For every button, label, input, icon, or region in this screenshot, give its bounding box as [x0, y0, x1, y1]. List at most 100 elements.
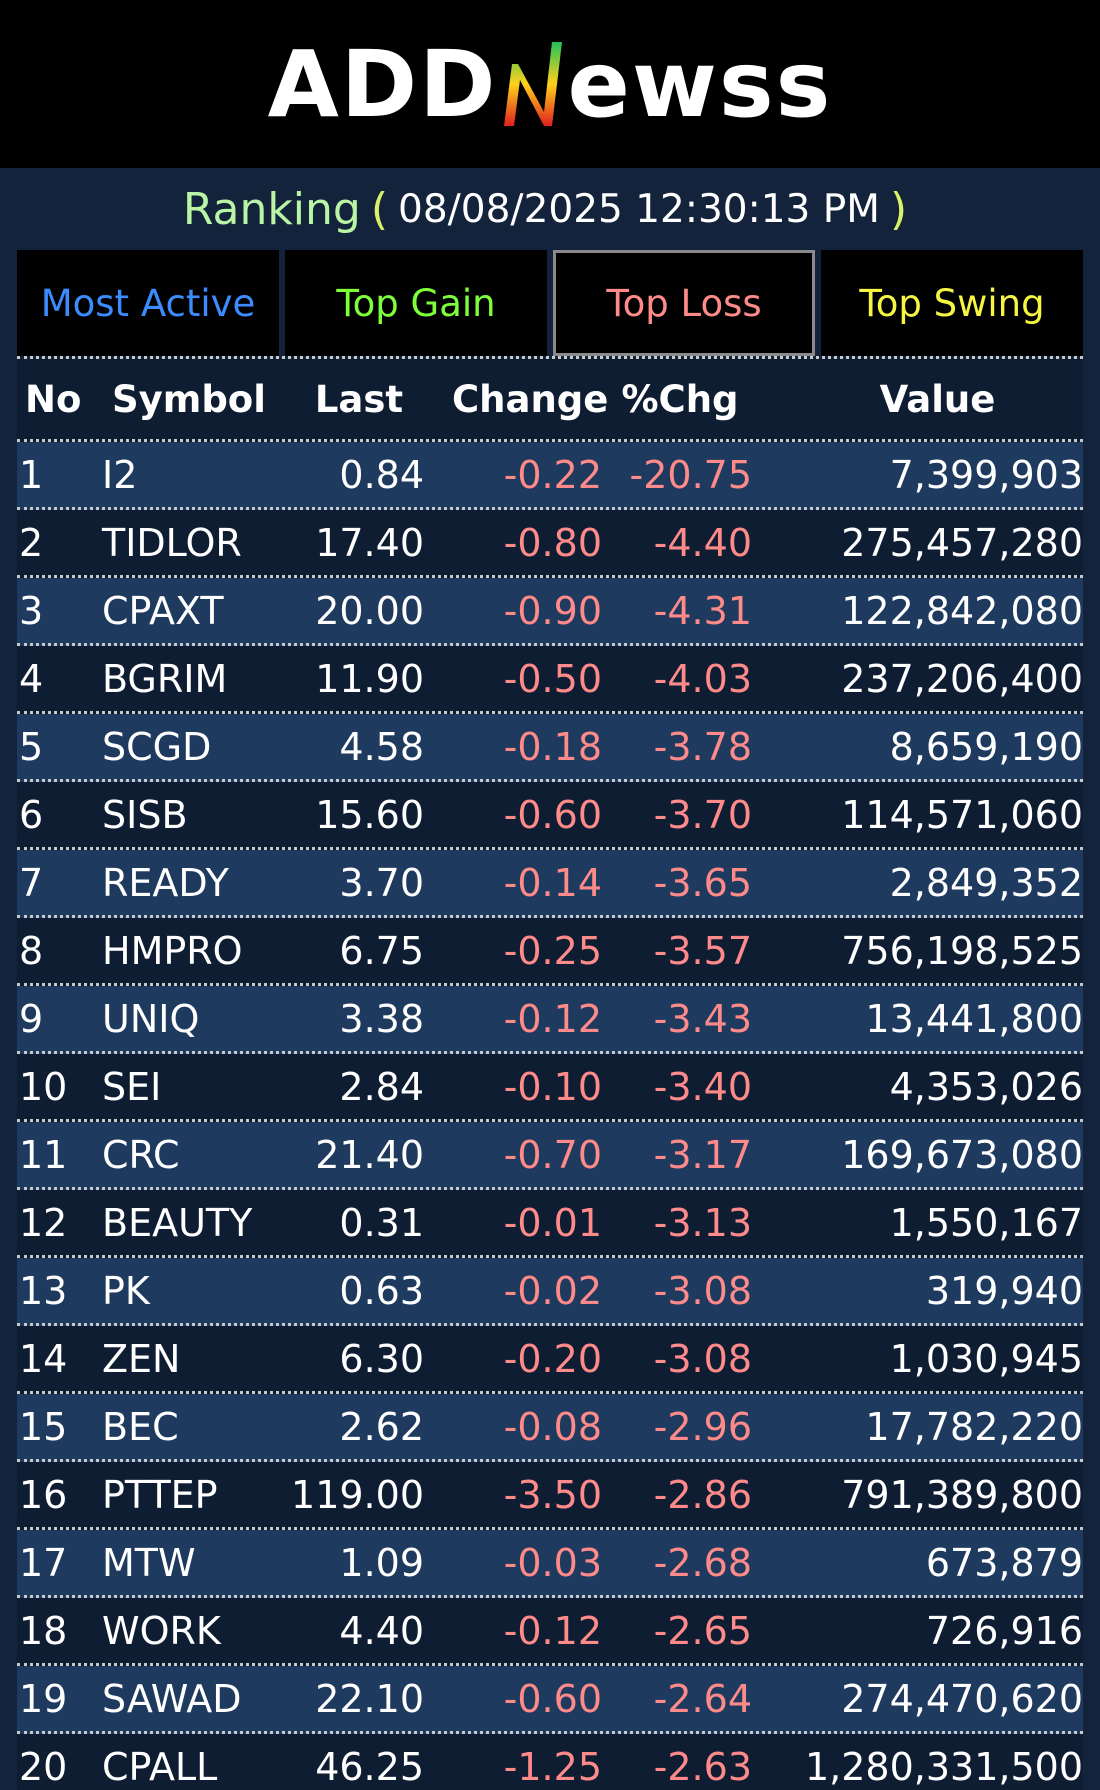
ranking-title: Ranking ( 08/08/2025 12:30:13 PM ) — [0, 172, 1100, 246]
header-pct-change: %Chg — [621, 377, 739, 421]
ranking-timestamp: 08/08/2025 12:30:13 PM — [398, 186, 880, 232]
cell-last: 0.31 — [339, 1200, 424, 1245]
cell-change: -0.10 — [503, 1064, 602, 1109]
table-row[interactable]: 19 SAWAD 22.10 -0.60 -2.64 274,470,620 — [17, 1666, 1083, 1734]
cell-last: 22.10 — [315, 1676, 424, 1721]
cell-change: -0.03 — [503, 1540, 602, 1585]
cell-symbol: BEC — [102, 1404, 179, 1449]
cell-pct-change: -4.40 — [653, 520, 752, 565]
cell-last: 11.90 — [315, 656, 424, 701]
cell-last: 6.30 — [339, 1336, 424, 1381]
cell-change: -0.14 — [503, 860, 602, 905]
cell-value: 726,916 — [925, 1608, 1083, 1653]
cell-last: 119.00 — [291, 1472, 424, 1517]
cell-value: 13,441,800 — [865, 996, 1083, 1041]
tab-top-gain[interactable]: Top Gain — [285, 250, 547, 356]
cell-symbol: SAWAD — [102, 1676, 242, 1721]
cell-no: 15 — [19, 1404, 68, 1449]
cell-symbol: WORK — [102, 1608, 221, 1653]
cell-change: -0.08 — [503, 1404, 602, 1449]
cell-no: 12 — [19, 1200, 68, 1245]
table-row[interactable]: 5 SCGD 4.58 -0.18 -3.78 8,659,190 — [17, 714, 1083, 782]
cell-last: 21.40 — [315, 1132, 424, 1177]
cell-pct-change: -3.13 — [653, 1200, 752, 1245]
cell-pct-change: -2.63 — [653, 1744, 752, 1789]
cell-change: -0.01 — [503, 1200, 602, 1245]
ranking-tabs: Most Active Top Gain Top Loss Top Swing — [17, 250, 1083, 356]
cell-no: 5 — [19, 724, 44, 769]
cell-no: 20 — [19, 1744, 68, 1789]
table-row[interactable]: 1 I2 0.84 -0.22 -20.75 7,399,903 — [17, 442, 1083, 510]
cell-pct-change: -4.03 — [653, 656, 752, 701]
table-row[interactable]: 2 TIDLOR 17.40 -0.80 -4.40 275,457,280 — [17, 510, 1083, 578]
table-header: No Symbol Last Change %Chg Value — [17, 359, 1083, 442]
table-row[interactable]: 4 BGRIM 11.90 -0.50 -4.03 237,206,400 — [17, 646, 1083, 714]
ranking-label: Ranking — [182, 183, 361, 235]
cell-last: 15.60 — [315, 792, 424, 837]
table-row[interactable]: 20 CPALL 46.25 -1.25 -2.63 1,280,331,500 — [17, 1734, 1083, 1790]
tab-top-loss[interactable]: Top Loss — [553, 250, 815, 356]
cell-symbol: SISB — [102, 792, 188, 837]
cell-last: 0.63 — [339, 1268, 424, 1313]
table-row[interactable]: 12 BEAUTY 0.31 -0.01 -3.13 1,550,167 — [17, 1190, 1083, 1258]
tab-top-swing[interactable]: Top Swing — [821, 250, 1083, 356]
table-row[interactable]: 6 SISB 15.60 -0.60 -3.70 114,571,060 — [17, 782, 1083, 850]
table-row[interactable]: 8 HMPRO 6.75 -0.25 -3.57 756,198,525 — [17, 918, 1083, 986]
table-row[interactable]: 10 SEI 2.84 -0.10 -3.40 4,353,026 — [17, 1054, 1083, 1122]
cell-change: -0.12 — [503, 996, 602, 1041]
cell-change: -0.18 — [503, 724, 602, 769]
cell-no: 18 — [19, 1608, 68, 1653]
cell-change: -3.50 — [503, 1472, 602, 1517]
table-row[interactable]: 14 ZEN 6.30 -0.20 -3.08 1,030,945 — [17, 1326, 1083, 1394]
cell-last: 2.84 — [339, 1064, 424, 1109]
brand-logo-mark-icon: N — [503, 42, 562, 126]
table-row[interactable]: 11 CRC 21.40 -0.70 -3.17 169,673,080 — [17, 1122, 1083, 1190]
cell-value: 1,030,945 — [889, 1336, 1083, 1381]
cell-last: 1.09 — [339, 1540, 424, 1585]
cell-last: 4.58 — [339, 724, 424, 769]
cell-symbol: CPALL — [102, 1744, 218, 1789]
cell-change: -0.25 — [503, 928, 602, 973]
table-row[interactable]: 15 BEC 2.62 -0.08 -2.96 17,782,220 — [17, 1394, 1083, 1462]
cell-change: -1.25 — [503, 1744, 602, 1789]
brand-logo-right: ewss — [567, 30, 833, 138]
cell-last: 46.25 — [315, 1744, 424, 1789]
cell-symbol: BGRIM — [102, 656, 228, 701]
cell-symbol: MTW — [102, 1540, 196, 1585]
table-row[interactable]: 17 MTW 1.09 -0.03 -2.68 673,879 — [17, 1530, 1083, 1598]
cell-no: 16 — [19, 1472, 68, 1517]
cell-value: 791,389,800 — [841, 1472, 1083, 1517]
cell-pct-change: -20.75 — [629, 452, 753, 497]
table-row[interactable]: 18 WORK 4.40 -0.12 -2.65 726,916 — [17, 1598, 1083, 1666]
table-row[interactable]: 16 PTTEP 119.00 -3.50 -2.86 791,389,800 — [17, 1462, 1083, 1530]
header-bar: ADD N ewss — [0, 0, 1100, 168]
cell-symbol: BEAUTY — [102, 1200, 253, 1245]
cell-no: 7 — [19, 860, 44, 905]
table-row[interactable]: 9 UNIQ 3.38 -0.12 -3.43 13,441,800 — [17, 986, 1083, 1054]
cell-value: 275,457,280 — [841, 520, 1083, 565]
cell-symbol: TIDLOR — [102, 520, 242, 565]
cell-last: 6.75 — [339, 928, 424, 973]
cell-value: 7,399,903 — [889, 452, 1083, 497]
table-row[interactable]: 3 CPAXT 20.00 -0.90 -4.31 122,842,080 — [17, 578, 1083, 646]
cell-no: 9 — [19, 996, 44, 1041]
tab-most-active[interactable]: Most Active — [17, 250, 279, 356]
cell-symbol: PK — [102, 1268, 150, 1313]
cell-change: -0.50 — [503, 656, 602, 701]
header-change: Change — [452, 377, 609, 421]
cell-no: 6 — [19, 792, 44, 837]
brand-logo[interactable]: ADD N ewss — [268, 29, 833, 139]
cell-last: 17.40 — [315, 520, 424, 565]
ranking-open-paren: ( — [370, 183, 389, 235]
cell-symbol: ZEN — [102, 1336, 181, 1381]
cell-last: 3.70 — [339, 860, 424, 905]
cell-change: -0.20 — [503, 1336, 602, 1381]
table-row[interactable]: 7 READY 3.70 -0.14 -3.65 2,849,352 — [17, 850, 1083, 918]
cell-value: 1,550,167 — [889, 1200, 1083, 1245]
cell-last: 3.38 — [339, 996, 424, 1041]
cell-symbol: SCGD — [102, 724, 212, 769]
cell-symbol: UNIQ — [102, 996, 200, 1041]
table-row[interactable]: 13 PK 0.63 -0.02 -3.08 319,940 — [17, 1258, 1083, 1326]
cell-value: 8,659,190 — [889, 724, 1083, 769]
